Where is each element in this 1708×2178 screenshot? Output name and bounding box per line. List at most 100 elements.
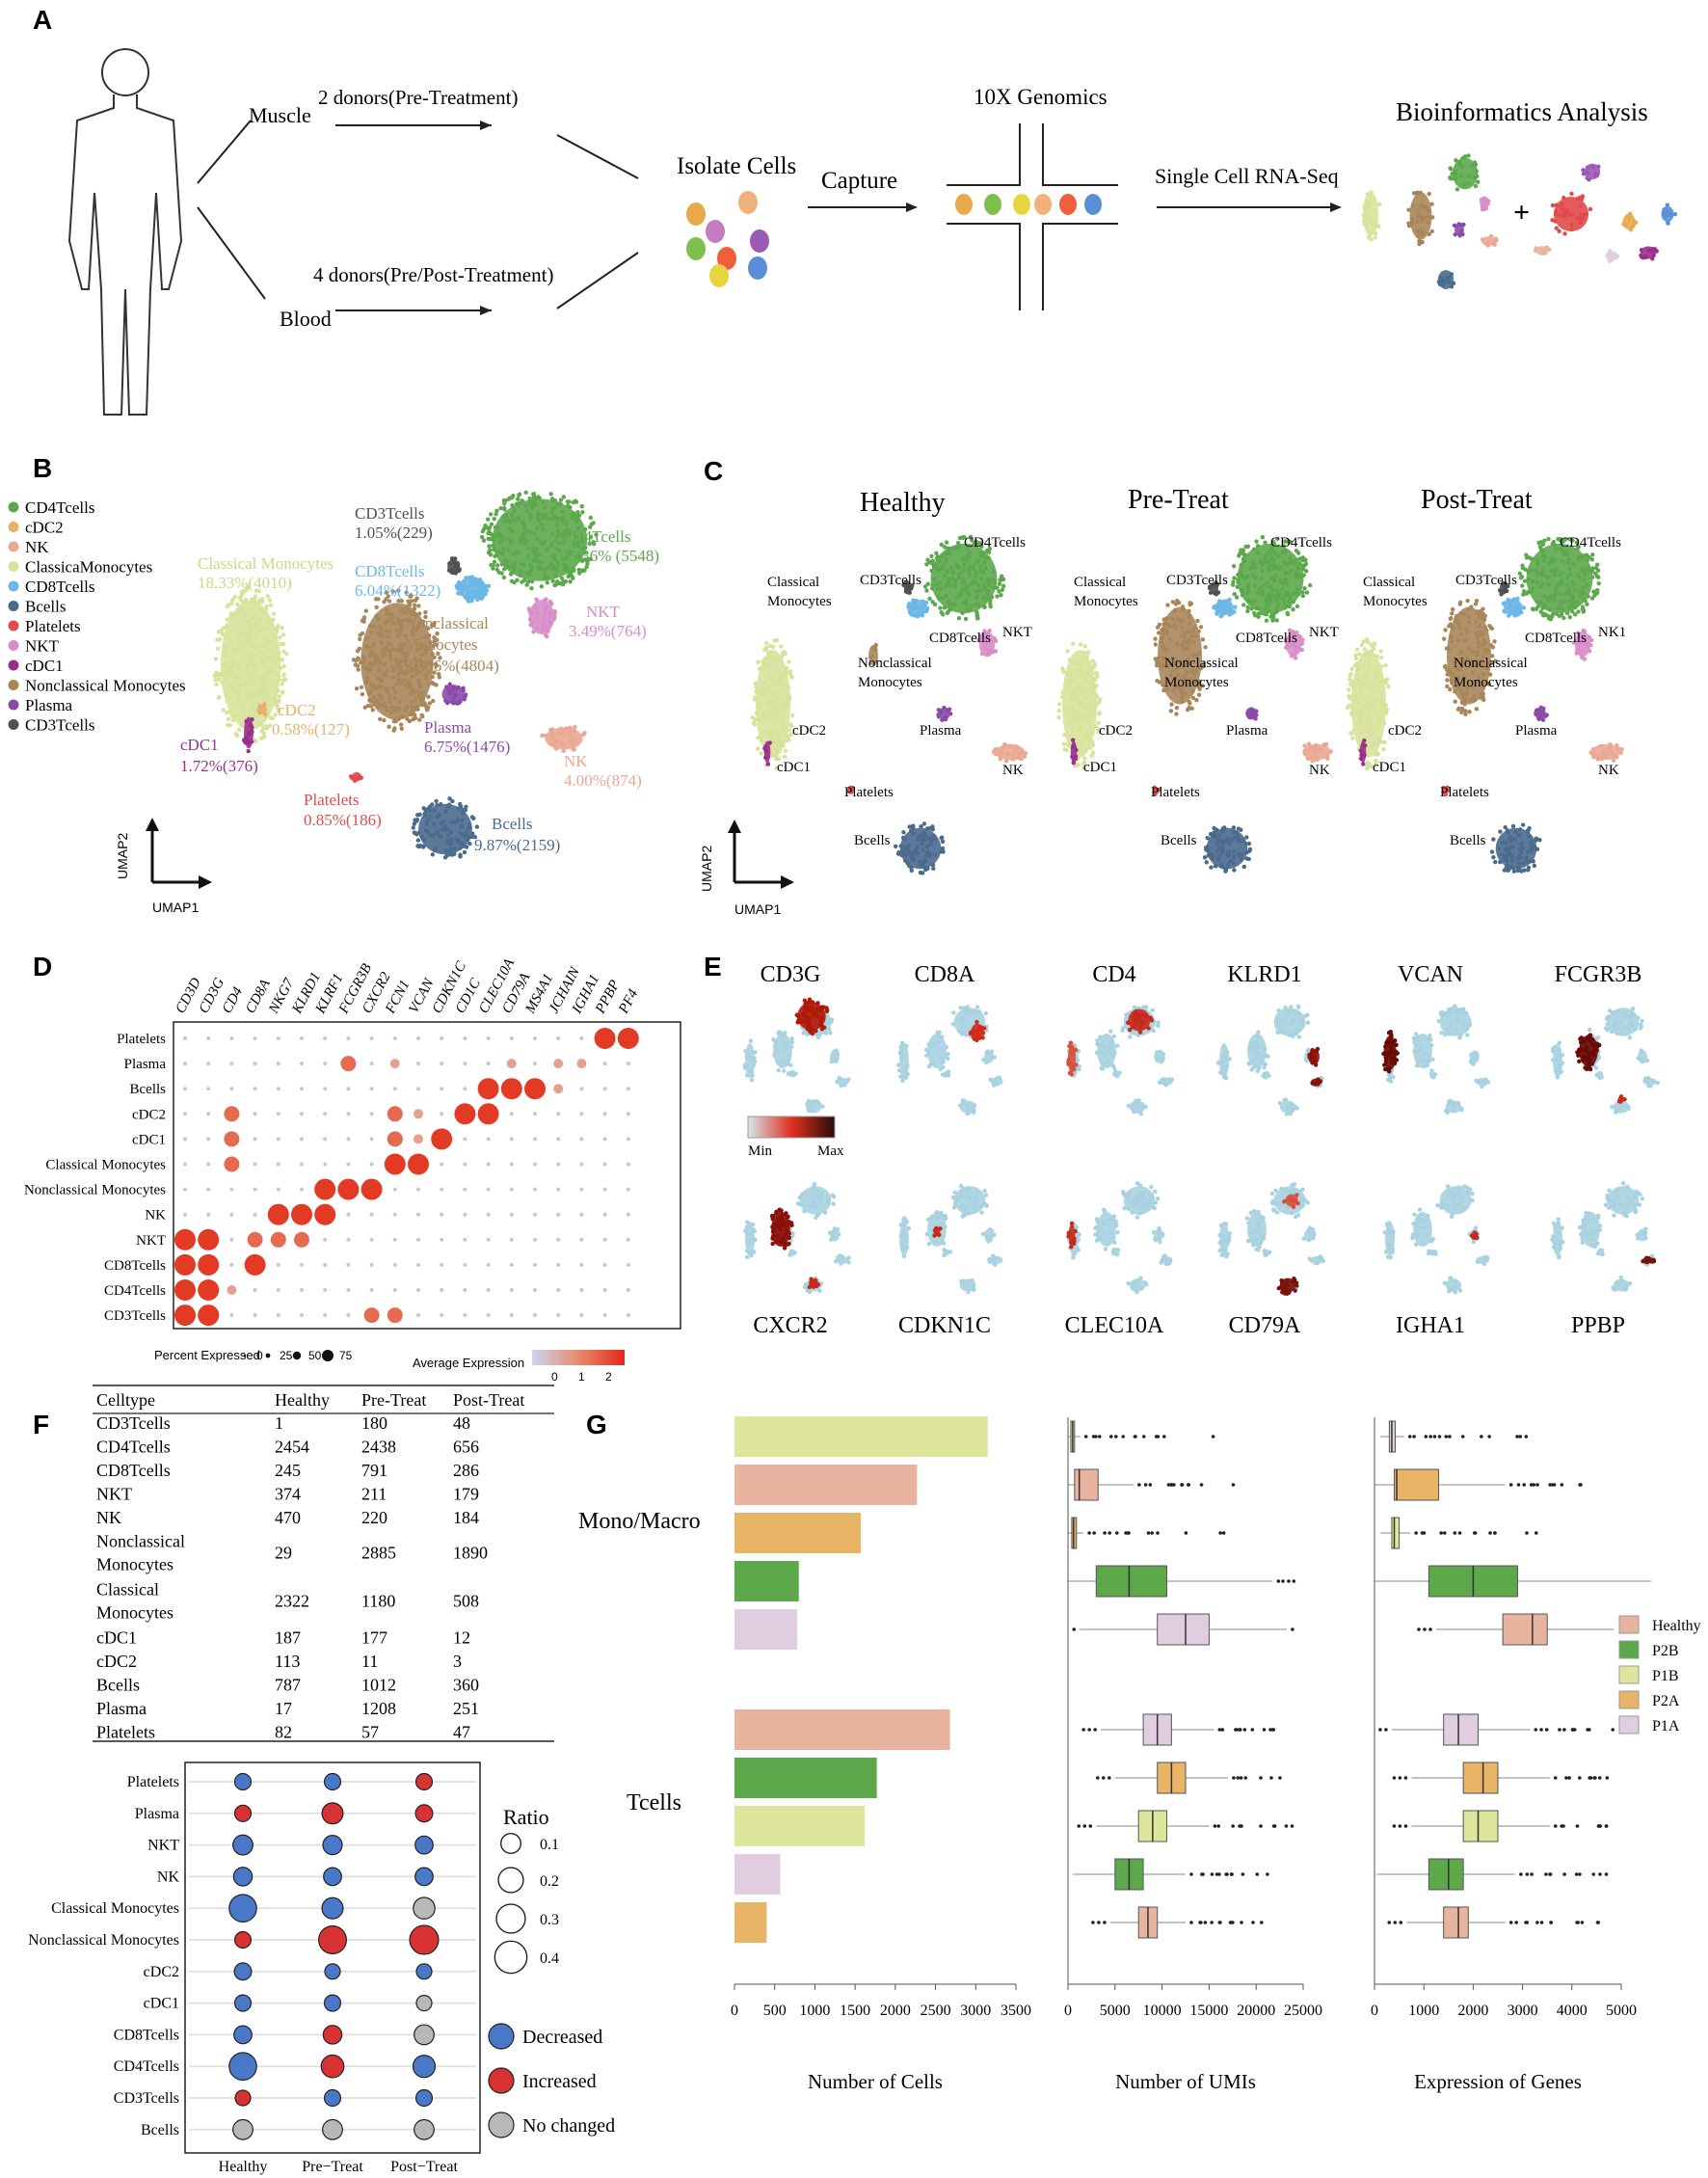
outlier: [1414, 1531, 1418, 1535]
dot: [486, 1237, 491, 1242]
fp-cluster: [980, 1227, 997, 1244]
table-row: Bcells 787 1012 360: [96, 1676, 479, 1695]
fp-cluster: [1428, 1068, 1438, 1080]
dot: [294, 1231, 309, 1248]
umap-pre-labels: CD4Tcells CD3Tcells Classical Monocytes CD8T…: [1074, 535, 1339, 848]
tick-label: 2500: [921, 2003, 951, 2019]
outlier: [1187, 1483, 1191, 1487]
outlier: [1453, 1531, 1457, 1535]
dot: [174, 1253, 196, 1276]
ratio-bubble: [324, 1963, 341, 1980]
dot: [579, 1087, 584, 1091]
row-pre: 177: [361, 1628, 387, 1648]
dot: [416, 1212, 420, 1217]
fp-cluster: [1435, 1184, 1475, 1220]
outlier: [1217, 1728, 1222, 1732]
outlier: [1534, 1531, 1538, 1535]
dot: [579, 1288, 584, 1292]
outlier: [1529, 1483, 1534, 1487]
outlier: [1236, 1776, 1241, 1780]
droplet-cell: [1013, 194, 1030, 215]
row-celltype: NK: [96, 1508, 121, 1527]
outlier: [1575, 1921, 1579, 1924]
dot: [602, 1112, 607, 1116]
fp-cluster: [988, 1075, 1003, 1088]
status-legend-dot: [488, 2023, 515, 2050]
dot: [363, 1307, 380, 1324]
row-pre: 180: [361, 1413, 387, 1433]
arrow-to-isolate-bottom: [556, 252, 639, 309]
outlier: [1088, 1824, 1093, 1828]
row-healthy: 1: [275, 1413, 283, 1433]
droplet-cell: [1034, 194, 1052, 215]
outlier: [1146, 1531, 1151, 1535]
dot: [440, 1313, 444, 1318]
legend-label: P2B: [1652, 1643, 1679, 1659]
dot: [323, 1112, 328, 1116]
outlier: [1127, 1531, 1131, 1535]
dot: [602, 1162, 607, 1167]
dot: [229, 1237, 234, 1242]
cluster-cd8: [454, 575, 492, 604]
status-legend-label: Increased: [522, 2071, 597, 2092]
dot: [440, 1112, 444, 1116]
dot: [486, 1036, 491, 1040]
fp-cluster: [958, 1098, 977, 1116]
legend-label: Platelets: [25, 617, 81, 635]
outlier: [1439, 1531, 1443, 1535]
b-label-plasma-pct: 6.75%(1476): [424, 738, 510, 756]
cluster-cd3: [1497, 580, 1510, 597]
panel-label-f: F: [33, 1410, 49, 1439]
dot: [440, 1288, 444, 1292]
umap-axes-b: UMAP2 UMAP1: [115, 818, 212, 915]
outlier: [1241, 1872, 1245, 1876]
legend-dot: [8, 561, 19, 572]
outlier: [1290, 1824, 1294, 1828]
dot: [276, 1062, 280, 1066]
outlier: [1169, 1483, 1173, 1487]
bar-P2B: [734, 1561, 799, 1601]
droplet-cells: [955, 194, 1102, 215]
dot: [556, 1162, 561, 1167]
feature-gene-label: CD4: [1092, 962, 1135, 987]
fp-highlight: [1575, 1033, 1602, 1072]
outlier: [1570, 1728, 1575, 1732]
dot: [579, 1137, 584, 1142]
c-label-classical2: Monocytes: [1074, 594, 1138, 609]
legend-dot: [8, 541, 19, 552]
c-axis-umap1: UMAP1: [734, 901, 781, 917]
fp-highlight: [1276, 1276, 1299, 1296]
dot: [463, 1313, 467, 1318]
outlier: [1150, 1531, 1154, 1535]
cluster-nk: [1302, 741, 1333, 764]
dot: [440, 1262, 444, 1267]
dot: [556, 1262, 561, 1267]
svg-text:1: 1: [578, 1370, 585, 1384]
dot: [463, 1212, 467, 1217]
dot: [463, 1137, 467, 1142]
outlier: [1217, 1921, 1222, 1924]
dot: [229, 1036, 234, 1040]
celltype-label: NKT: [136, 1233, 166, 1249]
c-label-plasma: Plasma: [920, 723, 962, 739]
outlier: [1384, 1728, 1388, 1732]
fp-cluster: [1468, 1050, 1480, 1066]
row-pre: 1180: [361, 1592, 395, 1611]
dot: [602, 1187, 607, 1192]
dot: [183, 1187, 187, 1192]
b-label-classical: Classical Monocytes: [198, 554, 334, 573]
bar-P2B: [734, 1758, 877, 1798]
axis-cells: 0 500 1000 1500 2000 2500 3000 3500 Number of Ce…: [731, 1983, 1031, 2093]
outlier: [1189, 1921, 1193, 1924]
dot: [626, 1237, 630, 1242]
cluster-cdc1: [1358, 738, 1368, 766]
row-post: 508: [453, 1592, 479, 1611]
outlier: [1094, 1435, 1098, 1439]
outlier: [1539, 1921, 1544, 1924]
outlier: [1567, 1776, 1571, 1780]
fp-cluster: [1215, 1042, 1232, 1081]
row-celltype: Monocytes: [96, 1555, 173, 1574]
arrowhead: [906, 202, 918, 212]
cluster-nk: [1588, 742, 1624, 764]
outlier: [1213, 1824, 1217, 1828]
